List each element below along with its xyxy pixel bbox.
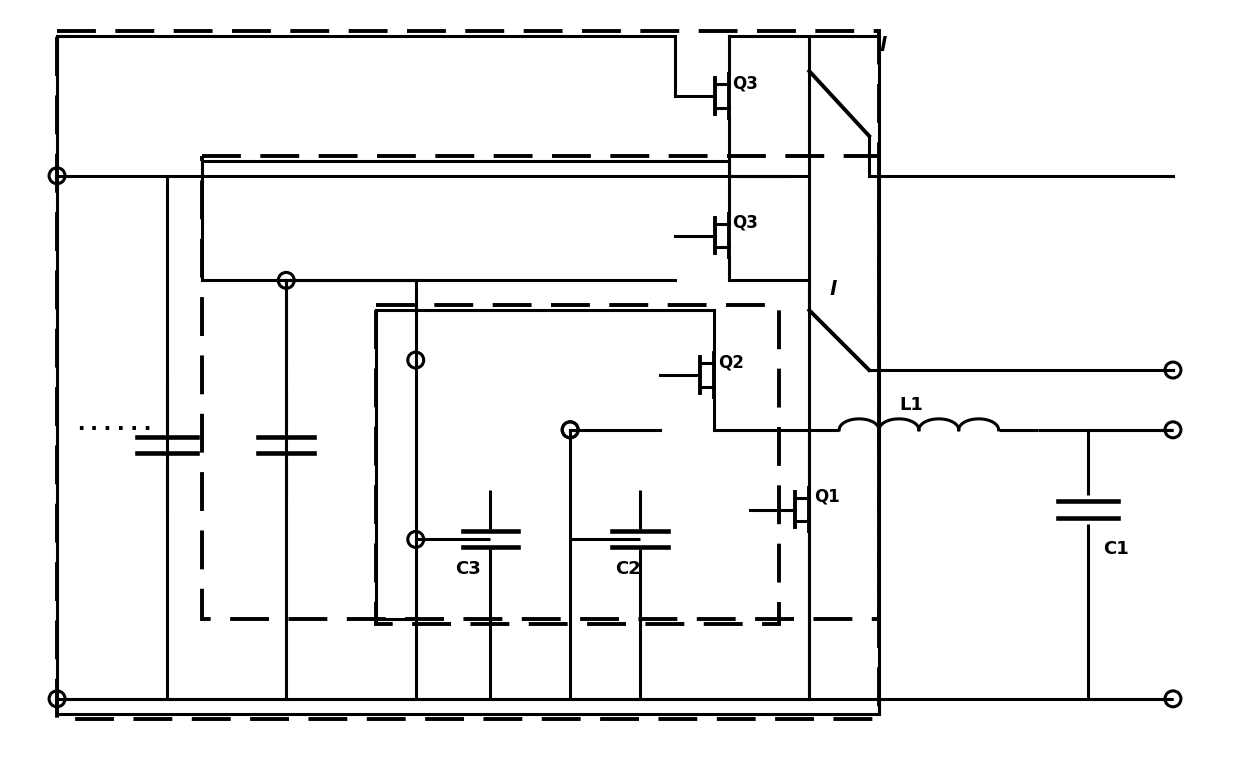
Text: C3: C3 <box>456 560 481 578</box>
Text: C2: C2 <box>616 560 640 578</box>
Text: l: l <box>829 280 836 299</box>
Bar <box>57 31 879 718</box>
Bar <box>201 156 879 619</box>
Text: C1: C1 <box>1104 540 1128 559</box>
Text: Q2: Q2 <box>718 353 744 371</box>
Text: L1: L1 <box>899 396 923 414</box>
Text: Q3: Q3 <box>733 213 759 232</box>
Text: Q1: Q1 <box>815 488 840 506</box>
Bar <box>376 305 780 624</box>
Text: l: l <box>879 36 886 55</box>
Text: ......: ...... <box>74 414 154 434</box>
Text: Q3: Q3 <box>733 74 759 92</box>
